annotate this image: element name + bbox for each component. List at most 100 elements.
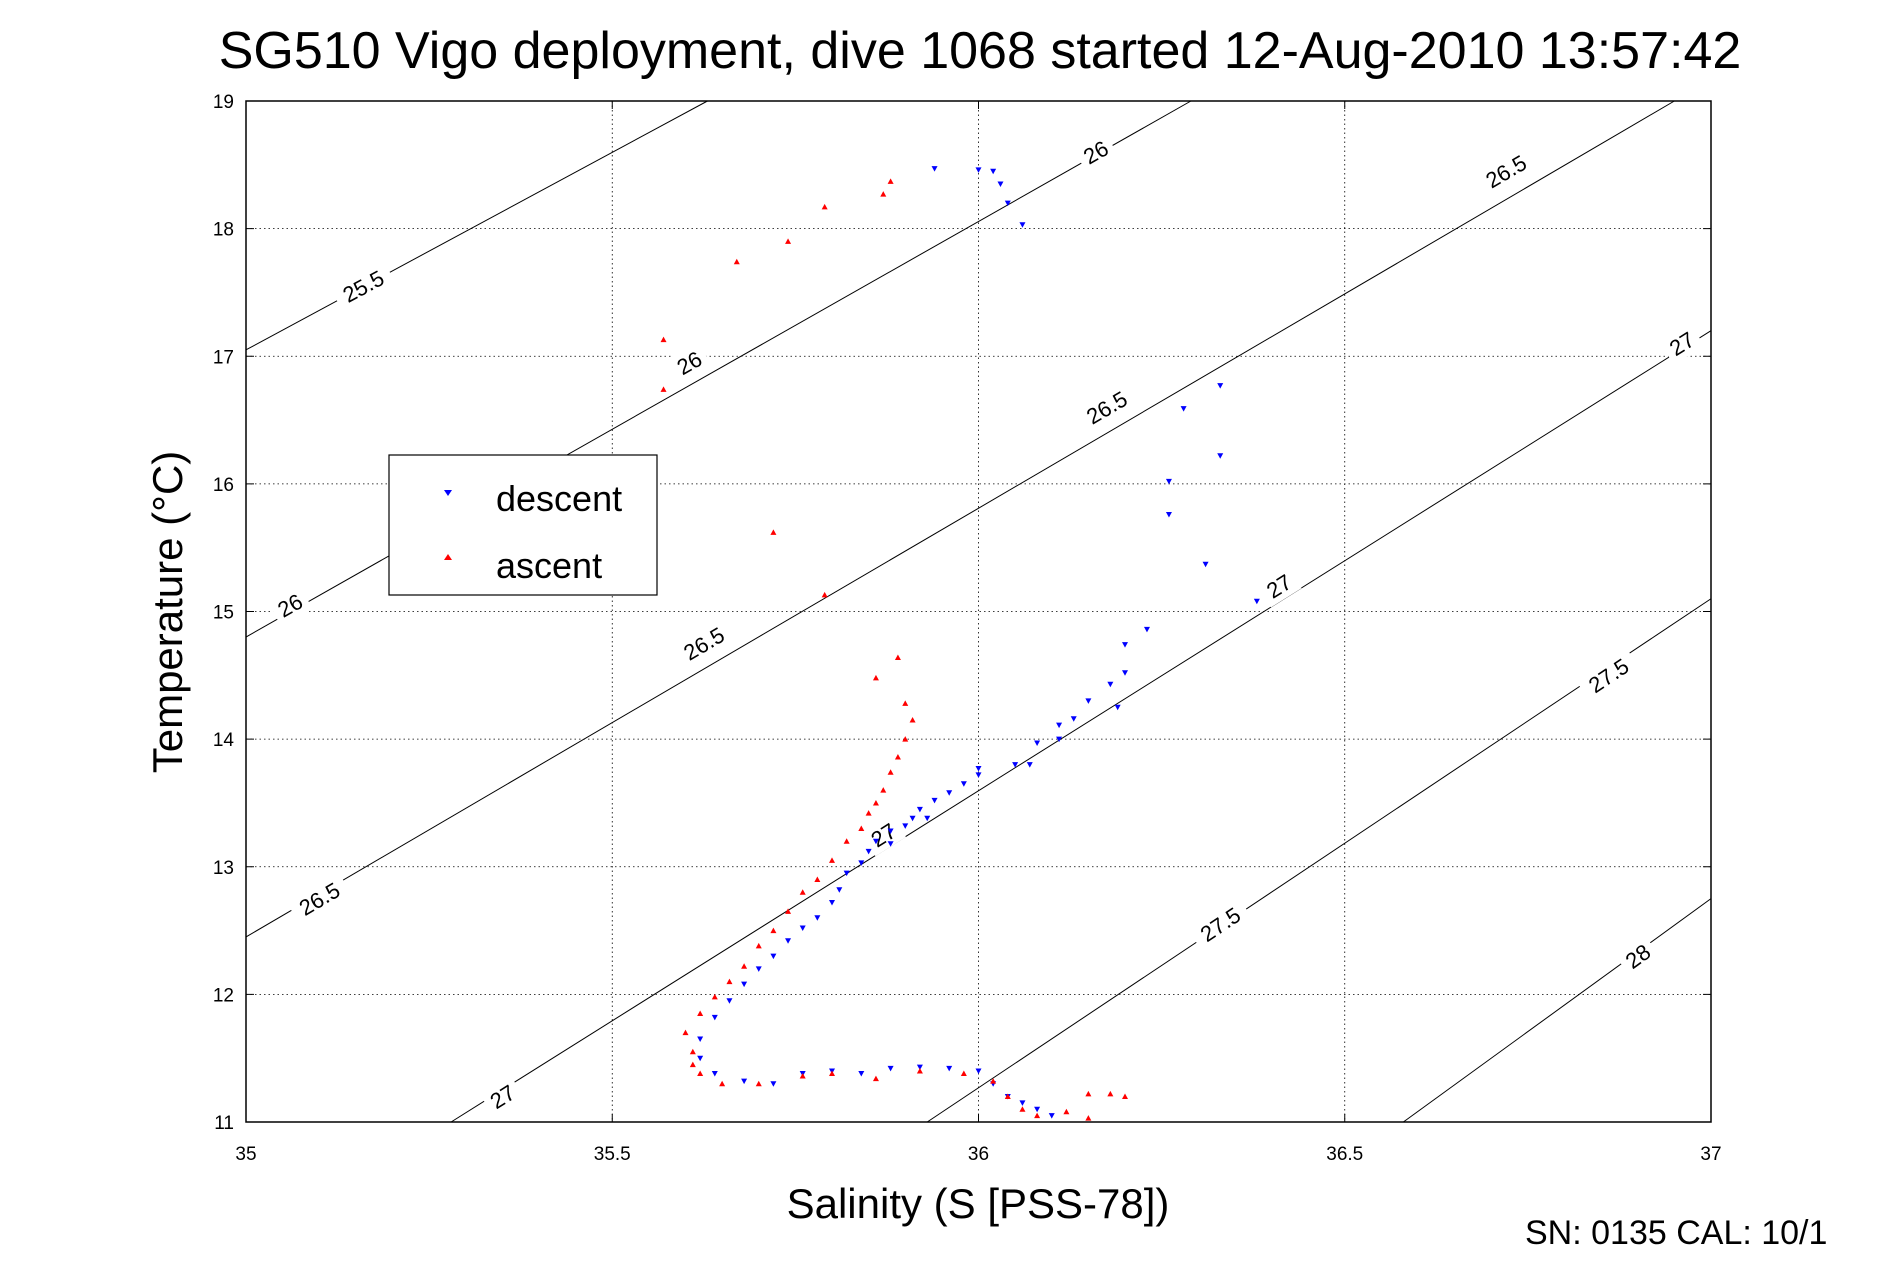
isopycnal-label-bg [330,259,397,313]
y-axis-label: Temperature (°C) [144,451,191,774]
y-tick-label: 14 [213,730,235,751]
ascent-point [711,993,718,1000]
descent-point [1085,698,1092,704]
ascent-point [990,1078,997,1084]
descent-point [1253,598,1260,605]
descent-point [1217,453,1224,459]
ascent-point [902,700,909,706]
isopycnal-line [245,100,1192,638]
ascent-point [755,942,762,949]
descent-point [1019,222,1026,228]
ascent-point [880,191,887,197]
data-points [660,166,1260,1121]
ascent-point [741,963,748,969]
descent-point [1107,681,1114,688]
descent-point [858,1071,865,1077]
descent-point [1048,1113,1055,1119]
ascent-point [858,825,865,831]
ascent-point [887,769,894,775]
descent-point [755,966,762,972]
ascent-point [697,1010,704,1017]
x-tick-label: 36.5 [1326,1144,1363,1165]
ascent-point [821,591,828,598]
ascent-point [909,716,916,723]
descent-point [887,1065,894,1072]
descent-point [1165,512,1172,518]
ascent-point [755,1080,762,1087]
descent-point [975,1068,982,1074]
ascent-point [894,753,901,760]
descent-point [1122,642,1128,648]
ascent-point [785,238,792,244]
legend-descent-marker [444,490,452,496]
ascent-point [770,927,777,934]
descent-point [887,841,894,847]
descent-point [697,1036,704,1043]
ascent-point [726,978,733,985]
descent-point [1056,722,1063,729]
ascent-point [689,1061,696,1068]
isopycnal-label-bg [1256,564,1302,608]
descent-point [1034,1106,1041,1113]
ascent-point [733,258,740,265]
descent-point [770,953,777,960]
descent-point [946,1065,953,1072]
x-tick-label: 36 [968,1144,989,1165]
ascent-point [1019,1106,1026,1112]
y-tick-label: 17 [213,347,234,368]
descent-point [975,772,982,778]
descent-point [916,806,923,813]
descent-point [836,887,843,893]
descent-point [741,981,748,988]
ascent-point [697,1070,704,1077]
ascent-point [872,674,879,681]
isopycnal-label-bg [479,1075,526,1118]
ascent-point [660,386,667,392]
ascent-point [1063,1108,1070,1115]
descent-point [785,938,792,944]
isopycnal-label-bg [267,584,313,627]
ascent-point [872,799,879,806]
ascent-point [821,203,828,210]
descent-point [931,797,938,804]
y-tick-label: 13 [213,858,234,879]
descent-point [1143,626,1150,633]
isopycnal-label-bg [1073,130,1119,174]
descent-point [997,181,1004,187]
descent-point [975,765,982,772]
isopycnal-label-bg [1575,647,1642,704]
ascent-point [1122,1093,1128,1099]
descent-point [1019,1100,1026,1106]
ascent-point [1107,1090,1114,1097]
legend-descent-label: descent [496,478,622,519]
isopycnal-line [245,100,708,351]
descent-point [975,167,982,173]
ascent-point [865,810,872,816]
legend: descent ascent [388,454,658,596]
descent-point [697,1055,704,1062]
descent-point [799,925,806,932]
isopycnal-label-bg [1187,895,1253,953]
serial-calibration-footer: SN: 0135 CAL: 10/1 [1525,1214,1827,1252]
descent-point [726,998,733,1004]
descent-point [843,870,850,877]
x-tick-label: 35.5 [594,1144,631,1165]
descent-point [1180,406,1187,412]
isopycnal-line [245,100,1675,938]
descent-point [1165,478,1172,485]
isopycnal-line [450,330,1712,1123]
ascent-point [719,1080,726,1087]
ascent-point [887,178,894,184]
y-tick-label: 15 [213,603,234,624]
isopycnal-label-bg [670,616,737,671]
x-tick-label: 35 [235,1144,256,1165]
ticks: 35 35.5 36 36.5 37 11 12 13 14 15 16 17 18 19 [213,92,1722,1165]
descent-point [931,166,938,172]
descent-point [741,1078,748,1085]
descent-point [946,790,953,796]
descent-point [770,1081,777,1087]
ascent-point [872,1075,879,1082]
y-tick-label: 12 [213,985,234,1006]
descent-point [1012,762,1019,768]
